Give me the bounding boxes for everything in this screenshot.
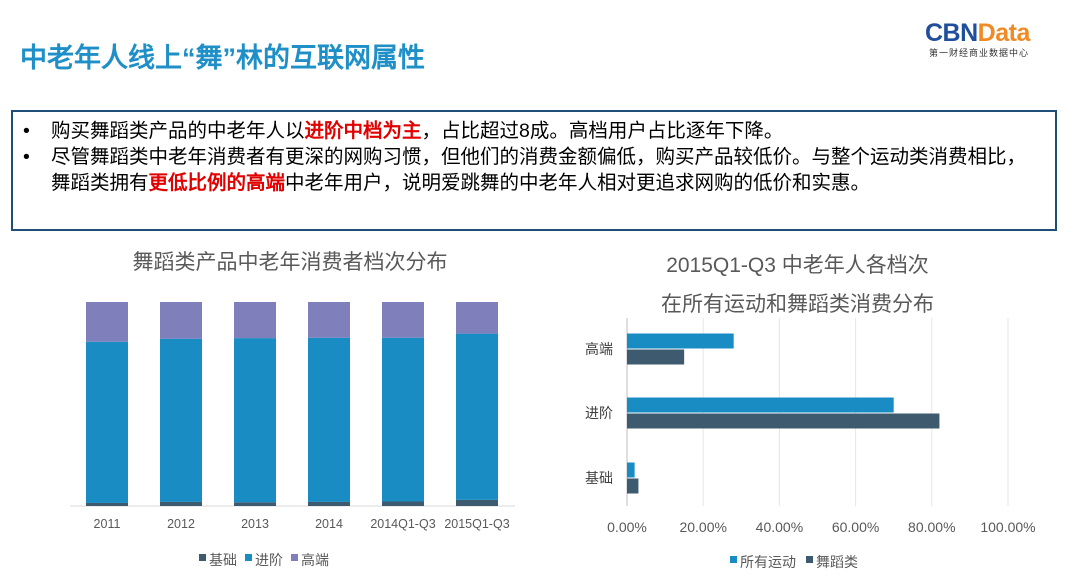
bar-进阶-2014Q1-Q3 xyxy=(382,337,424,502)
bullet-1-highlight: 进阶中档为主 xyxy=(304,120,422,142)
legend-swatch-所有运动 xyxy=(730,556,737,563)
hbar-所有运动-基础 xyxy=(627,462,635,478)
right-x-tick-label: 20.00% xyxy=(679,519,726,535)
right-x-tick-label: 60.00% xyxy=(832,519,879,535)
bar-进阶-2014 xyxy=(308,337,350,502)
legend-label-进阶: 进阶 xyxy=(255,552,283,568)
bar-进阶-2015Q1-Q3 xyxy=(456,333,498,500)
logo-subtitle: 第一财经商业数据中心 xyxy=(929,48,1030,58)
bar-基础-2014Q1-Q3 xyxy=(382,501,424,506)
hbar-舞蹈类-高端 xyxy=(627,349,685,365)
legend-swatch-进阶 xyxy=(245,554,252,561)
right-category-label: 进阶 xyxy=(585,405,613,421)
hbar-所有运动-高端 xyxy=(627,333,734,349)
logo-data: Data xyxy=(977,19,1031,47)
bar-进阶-2012 xyxy=(160,338,202,502)
cbndata-logo: CBNData 第一财经商业数据中心 xyxy=(925,20,1055,59)
summary-box: • 购买舞蹈类产品的中老年人以进阶中档为主，占比超过8成。高档用户占比逐年下降。… xyxy=(11,110,1057,231)
bullet-2-text: 尽管舞蹈类中老年消费者有更深的网购习惯，但他们的消费金额偏低，购买产品较低价。与… xyxy=(51,144,1045,196)
bar-高端-2012 xyxy=(160,302,202,339)
bar-基础-2012 xyxy=(160,501,202,506)
left-x-tick-label: 2011 xyxy=(94,517,121,531)
bullet-1-text: 购买舞蹈类产品的中老年人以进阶中档为主，占比超过8成。高档用户占比逐年下降。 xyxy=(51,118,783,144)
bullet-dot: • xyxy=(23,146,30,168)
bullet-1-part-a: 购买舞蹈类产品的中老年人以 xyxy=(51,120,305,142)
page-title: 中老年人线上“舞”林的互联网属性 xyxy=(20,43,425,73)
hbar-舞蹈类-进阶 xyxy=(627,413,940,429)
bar-高端-2013 xyxy=(234,302,276,339)
bar-高端-2015Q1-Q3 xyxy=(456,302,498,334)
hbar-所有运动-进阶 xyxy=(627,397,894,413)
bullet-dot: • xyxy=(23,120,30,142)
bar-进阶-2013 xyxy=(234,338,276,503)
bar-基础-2011 xyxy=(86,502,128,506)
left-x-tick-label: 2015Q1-Q3 xyxy=(444,517,509,531)
left-chart-title: 舞蹈类产品中老年消费者档次分布 xyxy=(132,251,448,274)
legend-swatch-高端 xyxy=(291,554,298,561)
right-x-tick-label: 100.00% xyxy=(980,519,1035,535)
right-x-tick-label: 0.00% xyxy=(607,519,647,535)
legend-label-基础: 基础 xyxy=(209,552,237,568)
left-x-tick-label: 2012 xyxy=(167,517,195,531)
bar-基础-2015Q1-Q3 xyxy=(456,499,498,506)
right-x-tick-label: 40.00% xyxy=(756,519,803,535)
hbar-舞蹈类-基础 xyxy=(627,478,639,494)
bar-高端-2014 xyxy=(308,302,350,338)
bullet-2-highlight: 更低比例的高端 xyxy=(148,172,286,194)
right-category-label: 基础 xyxy=(585,470,613,486)
logo-cbn: CBN xyxy=(925,19,978,47)
left-x-tick-label: 2014Q1-Q3 xyxy=(370,517,435,531)
summary-bullet-1: • 购买舞蹈类产品的中老年人以进阶中档为主，占比超过8成。高档用户占比逐年下降。 xyxy=(23,118,1045,144)
bar-高端-2014Q1-Q3 xyxy=(382,302,424,338)
logo-wordmark: CBNData xyxy=(925,20,1055,46)
right-category-label: 高端 xyxy=(585,341,613,357)
summary-bullet-2: • 尽管舞蹈类中老年消费者有更深的网购习惯，但他们的消费金额偏低，购买产品较低价… xyxy=(23,144,1045,196)
bullet-2-part-a: 尽管舞蹈类中老年消费者有更深的网购习惯，但他们的消费金额偏低，购买产品较低价。与… xyxy=(51,146,1027,194)
legend-swatch-基础 xyxy=(199,554,206,561)
bullet-1-part-b: ，占比超过8成。高档用户占比逐年下降。 xyxy=(421,120,784,142)
bullet-2-part-b: 中老年用户，说明爱跳舞的中老年人相对更追求网购的低价和实惠。 xyxy=(285,172,871,194)
bar-高端-2011 xyxy=(86,302,128,342)
legend-label-所有运动: 所有运动 xyxy=(740,554,796,570)
legend-label-舞蹈类: 舞蹈类 xyxy=(816,554,858,570)
right-x-tick-label: 80.00% xyxy=(908,519,955,535)
legend-label-高端: 高端 xyxy=(301,552,329,568)
left-x-tick-label: 2014 xyxy=(315,517,343,531)
legend-swatch-舞蹈类 xyxy=(806,556,813,563)
bar-进阶-2011 xyxy=(86,341,128,503)
bar-基础-2014 xyxy=(308,501,350,506)
left-x-tick-label: 2013 xyxy=(241,517,269,531)
right-chart-title-line2: 在所有运动和舞蹈类消费分布 xyxy=(661,293,934,316)
bar-基础-2013 xyxy=(234,502,276,506)
right-chart-title-line1: 2015Q1-Q3 中老年人各档次 xyxy=(666,254,929,277)
